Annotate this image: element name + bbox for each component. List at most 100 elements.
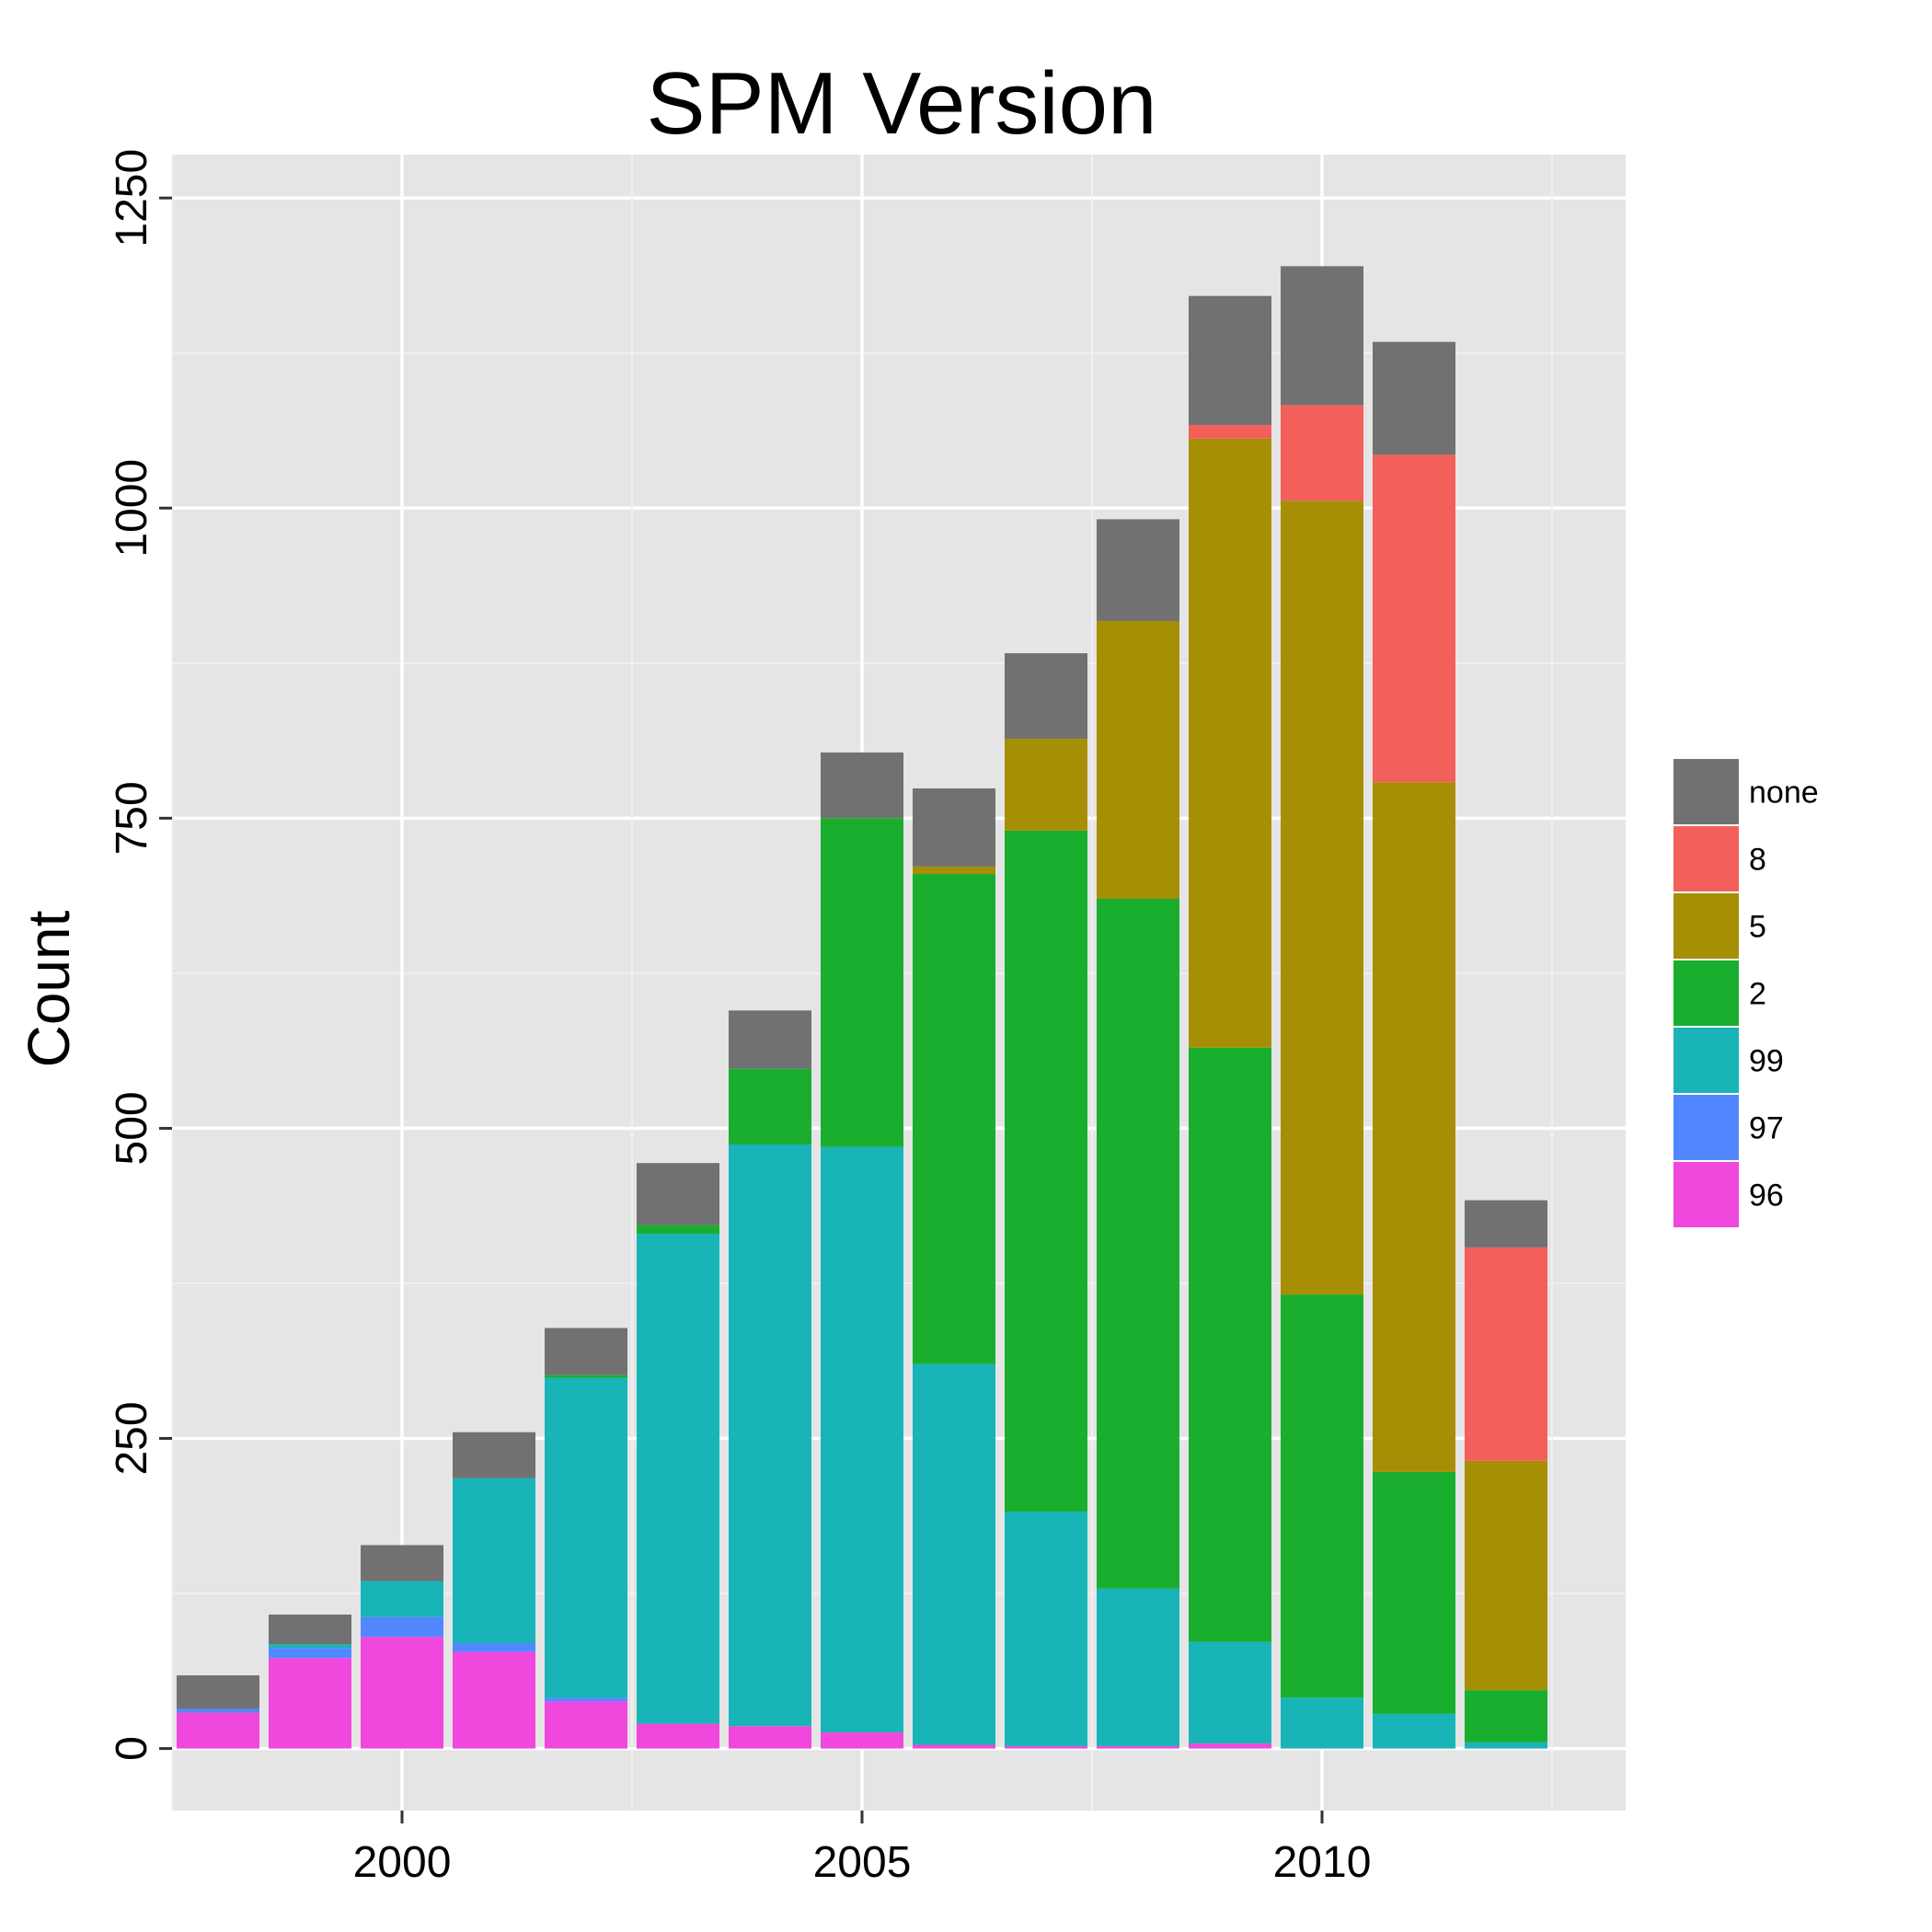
legend-label: none: [1749, 776, 1819, 811]
x-axis: 2000 2005 2010: [353, 1811, 1372, 1887]
bar-segment-2007-2: [1005, 830, 1087, 1512]
bar-segment-2010-8: [1281, 405, 1363, 501]
y-tick-label: 1000: [108, 459, 156, 558]
bar-segment-1998-97: [177, 1708, 259, 1713]
legend-item-5: 5: [1672, 891, 1766, 960]
bar-segment-2012-2: [1465, 1690, 1547, 1742]
bar-segment-2008-96: [1097, 1745, 1179, 1749]
bar-segment-2007-96: [1005, 1745, 1087, 1749]
y-tick-label: 1250: [108, 149, 156, 247]
x-tick-label: 2010: [1273, 1838, 1372, 1887]
legend-swatch: [1673, 1095, 1739, 1160]
bar-segment-2012-none: [1465, 1200, 1547, 1248]
bar-segment-1998-none: [177, 1675, 259, 1709]
legend-item-8: 8: [1672, 824, 1766, 893]
bar-segment-2012-8: [1465, 1247, 1547, 1461]
bar-segment-2011-99: [1373, 1713, 1455, 1749]
legend-item-99: 99: [1672, 1026, 1784, 1095]
legend-label: 8: [1749, 843, 1766, 878]
bar-stacks: [177, 266, 1547, 1749]
legend-label: 97: [1749, 1111, 1784, 1146]
legend-swatch: [1673, 1028, 1739, 1093]
bar-segment-2005-none: [821, 752, 903, 819]
legend-item-none: none: [1672, 757, 1819, 826]
bar-segment-2005-96: [821, 1732, 903, 1749]
bar-segment-2008-99: [1097, 1588, 1179, 1746]
bar-segment-2004-99: [729, 1144, 811, 1727]
bar-segment-2005-2: [821, 818, 903, 1147]
bar-segment-2003-99: [637, 1234, 719, 1724]
bar-segment-2006-99: [913, 1363, 995, 1745]
legend-label: 2: [1749, 977, 1766, 1012]
bar-segment-2002-none: [545, 1328, 627, 1375]
y-tick-label: 0: [108, 1736, 156, 1761]
legend-swatch: [1673, 1162, 1739, 1227]
bar-segment-2000-99: [361, 1581, 443, 1617]
bar-segment-2001-96: [453, 1651, 535, 1749]
x-tick-label: 2000: [353, 1838, 452, 1887]
y-tick-label: 500: [108, 1091, 156, 1165]
bar-segment-2008-none: [1097, 519, 1179, 621]
y-axis-title: Count: [16, 910, 82, 1067]
bar-segment-2000-96: [361, 1637, 443, 1749]
legend-item-2: 2: [1672, 959, 1766, 1028]
y-tick-label: 750: [108, 781, 156, 855]
bar-segment-2001-none: [453, 1432, 535, 1478]
bar-segment-2002-96: [545, 1701, 627, 1749]
bar-segment-2004-none: [729, 1010, 811, 1069]
bar-segment-2008-2: [1097, 898, 1179, 1589]
bar-segment-2007-5: [1005, 739, 1087, 831]
bar-segment-2002-99: [545, 1377, 627, 1698]
bar-segment-2006-none: [913, 788, 995, 867]
bar-segment-2006-96: [913, 1744, 995, 1749]
legend-item-96: 96: [1672, 1160, 1784, 1229]
bar-segment-2000-97: [361, 1616, 443, 1638]
legend-swatch: [1673, 759, 1739, 824]
bar-segment-2011-8: [1373, 454, 1455, 783]
bar-segment-2009-99: [1189, 1641, 1271, 1744]
bar-segment-2012-99: [1465, 1742, 1547, 1749]
bar-segment-2001-99: [453, 1478, 535, 1643]
x-tick-label: 2005: [813, 1838, 912, 1887]
bar-segment-2002-2: [545, 1374, 627, 1378]
y-axis: 0 250 500 750 1000 1250: [108, 149, 172, 1761]
bar-segment-2008-5: [1097, 620, 1179, 899]
bar-segment-2007-none: [1005, 653, 1087, 740]
y-tick-label: 250: [108, 1401, 156, 1475]
legend-label: 5: [1749, 910, 1766, 945]
bar-segment-1999-99: [269, 1644, 351, 1649]
bar-segment-2004-96: [729, 1726, 811, 1749]
bar-segment-2001-97: [453, 1642, 535, 1652]
bar-segment-2009-5: [1189, 438, 1271, 1048]
legend-swatch: [1673, 893, 1739, 959]
bar-segment-2010-5: [1281, 500, 1363, 1295]
bar-segment-2010-none: [1281, 266, 1363, 406]
bar-segment-2011-none: [1373, 341, 1455, 455]
bar-segment-2007-99: [1005, 1512, 1087, 1746]
bar-segment-2003-2: [637, 1225, 719, 1235]
bar-segment-2006-2: [913, 874, 995, 1364]
legend-label: 99: [1749, 1044, 1784, 1079]
bar-segment-2006-5: [913, 866, 995, 875]
bar-segment-2012-5: [1465, 1460, 1547, 1691]
bar-segment-2010-2: [1281, 1294, 1363, 1698]
bar-segment-2009-2: [1189, 1047, 1271, 1642]
bar-segment-1998-96: [177, 1712, 259, 1749]
bar-segment-1999-none: [269, 1614, 351, 1645]
bar-segment-2011-5: [1373, 782, 1455, 1472]
legend-item-97: 97: [1672, 1093, 1784, 1162]
legend-swatch: [1673, 826, 1739, 891]
bar-segment-2009-none: [1189, 295, 1271, 425]
bar-segment-2000-none: [361, 1545, 443, 1581]
bar-segment-2009-8: [1189, 424, 1271, 439]
bar-segment-2003-96: [637, 1723, 719, 1749]
bar-segment-2002-97: [545, 1697, 627, 1702]
bar-segment-2004-2: [729, 1068, 811, 1144]
bar-segment-2009-96: [1189, 1743, 1271, 1749]
bar-segment-2003-none: [637, 1163, 719, 1225]
bar-segment-1999-97: [269, 1648, 351, 1659]
legend-label: 96: [1749, 1179, 1784, 1213]
bar-segment-2010-99: [1281, 1697, 1363, 1749]
bar-segment-2011-2: [1373, 1471, 1455, 1714]
